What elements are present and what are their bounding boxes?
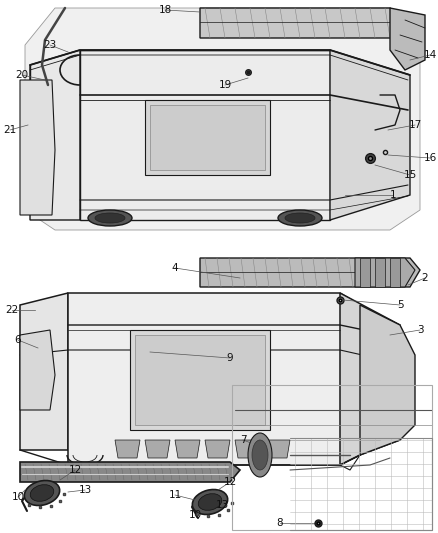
- Text: 17: 17: [408, 120, 422, 130]
- Ellipse shape: [192, 489, 228, 514]
- Polygon shape: [340, 293, 400, 465]
- Polygon shape: [390, 258, 400, 287]
- Polygon shape: [360, 305, 415, 455]
- Polygon shape: [200, 8, 405, 38]
- Text: 19: 19: [219, 80, 232, 90]
- Polygon shape: [265, 440, 290, 458]
- Text: 8: 8: [277, 518, 283, 528]
- Polygon shape: [200, 258, 420, 287]
- Polygon shape: [145, 440, 170, 458]
- Ellipse shape: [95, 213, 125, 223]
- Text: 4: 4: [172, 263, 178, 273]
- Polygon shape: [135, 335, 265, 425]
- Text: 10: 10: [188, 510, 201, 520]
- Ellipse shape: [278, 210, 322, 226]
- Text: 14: 14: [424, 50, 437, 60]
- Text: 12: 12: [223, 477, 237, 487]
- Text: 1: 1: [390, 190, 396, 200]
- Ellipse shape: [25, 481, 60, 505]
- Polygon shape: [20, 330, 55, 410]
- Polygon shape: [150, 105, 265, 170]
- Text: 18: 18: [159, 5, 172, 15]
- Polygon shape: [80, 50, 330, 220]
- Text: 12: 12: [68, 465, 81, 475]
- Polygon shape: [20, 462, 240, 482]
- Polygon shape: [130, 330, 270, 430]
- Polygon shape: [25, 8, 420, 230]
- Text: 13: 13: [215, 500, 229, 510]
- Text: 5: 5: [397, 300, 403, 310]
- Ellipse shape: [30, 484, 54, 502]
- Polygon shape: [355, 258, 415, 287]
- Text: 2: 2: [422, 273, 428, 283]
- Polygon shape: [20, 293, 68, 450]
- Ellipse shape: [88, 210, 132, 226]
- Polygon shape: [205, 440, 230, 458]
- Polygon shape: [235, 440, 260, 458]
- Polygon shape: [390, 8, 425, 70]
- Polygon shape: [145, 100, 270, 175]
- Text: 6: 6: [15, 335, 21, 345]
- Polygon shape: [360, 258, 370, 287]
- Bar: [232, 385, 432, 530]
- Ellipse shape: [285, 213, 315, 223]
- Polygon shape: [115, 440, 140, 458]
- Text: 15: 15: [403, 170, 417, 180]
- Text: 20: 20: [15, 70, 28, 80]
- Text: 9: 9: [227, 353, 233, 363]
- Text: 11: 11: [168, 490, 182, 500]
- Text: 21: 21: [4, 125, 17, 135]
- Ellipse shape: [198, 494, 222, 510]
- Text: 16: 16: [424, 153, 437, 163]
- Text: 10: 10: [11, 492, 25, 502]
- Text: 13: 13: [78, 485, 92, 495]
- Polygon shape: [20, 80, 55, 215]
- Text: 23: 23: [43, 40, 57, 50]
- Polygon shape: [175, 440, 200, 458]
- Ellipse shape: [248, 433, 272, 477]
- Polygon shape: [68, 293, 360, 465]
- Ellipse shape: [252, 440, 268, 470]
- Text: 22: 22: [5, 305, 19, 315]
- Text: 3: 3: [417, 325, 423, 335]
- Polygon shape: [375, 258, 385, 287]
- Text: 7: 7: [240, 435, 246, 445]
- Polygon shape: [30, 50, 80, 220]
- Polygon shape: [330, 50, 410, 220]
